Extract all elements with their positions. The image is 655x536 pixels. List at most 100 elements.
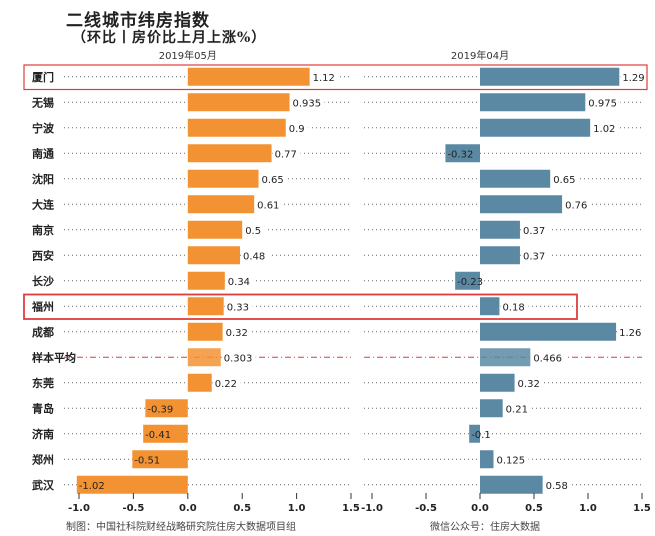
value-label-bg-1-16	[543, 477, 572, 491]
value-label-bg-1-9	[500, 299, 529, 313]
value-label-bg-0-8	[225, 273, 254, 287]
tick-label-0-4: 1.0	[288, 503, 306, 514]
category-label-11: 样本平均	[32, 350, 76, 364]
value-label-bg-0-5	[255, 197, 284, 211]
bar-1-8	[455, 271, 480, 290]
tick-label-1-4: 1.0	[579, 503, 597, 514]
category-label-0: 厦门	[32, 70, 54, 84]
bar-1-6	[480, 220, 520, 239]
category-label-8: 长沙	[32, 274, 54, 288]
bar-1-13	[480, 399, 503, 418]
value-label-1-2: 1.02	[593, 124, 615, 135]
category-label-4: 沈阳	[32, 172, 54, 186]
value-label-0-14: -0.41	[145, 430, 171, 441]
bar-1-1	[480, 93, 586, 112]
category-label-12: 东莞	[32, 376, 54, 390]
tick-label-1-2: 0.0	[471, 503, 489, 514]
value-label-1-1: 0.975	[588, 98, 617, 109]
value-label-0-16: -1.02	[79, 481, 105, 492]
category-label-5: 大连	[32, 197, 55, 211]
value-label-bg-1-10	[617, 324, 646, 338]
value-label-0-5: 0.61	[257, 200, 279, 211]
bar-0-16	[76, 475, 188, 494]
bar-0-3	[187, 144, 272, 163]
tick-label-1-0: -1.0	[361, 503, 383, 514]
value-label-0-7: 0.48	[243, 251, 265, 262]
category-label-13: 青岛	[32, 401, 54, 415]
value-label-bg-1-13	[503, 401, 532, 415]
tick-label-0-3: 0.5	[233, 503, 251, 514]
value-label-1-9: 0.18	[502, 302, 524, 313]
footer-wechat: 微信公众号：住房大数据	[430, 522, 540, 533]
value-label-bg-1-11	[531, 350, 566, 364]
value-label-bg-0-3	[272, 146, 301, 160]
bar-1-12	[480, 373, 515, 392]
value-label-bg-1-2	[591, 120, 620, 134]
value-label-bg-1-12	[515, 375, 544, 389]
value-label-0-15: -0.51	[134, 455, 160, 466]
highlight-box-0	[23, 64, 648, 91]
bar-1-11	[480, 348, 531, 367]
value-label-1-11: 0.466	[533, 353, 562, 364]
value-label-bg-1-0	[620, 69, 649, 83]
bar-0-10	[187, 322, 223, 341]
bar-1-7	[480, 246, 520, 265]
category-label-1: 无锡	[31, 95, 54, 109]
bar-1-14	[469, 424, 480, 443]
bar-0-1	[187, 93, 290, 112]
category-label-7: 西安	[32, 248, 54, 262]
value-label-1-7: 0.37	[523, 251, 545, 262]
value-label-1-13: 0.21	[506, 404, 528, 415]
tick-label-0-2: 0.0	[179, 503, 197, 514]
value-label-bg-0-10	[223, 324, 252, 338]
value-label-0-13: -0.39	[147, 404, 173, 415]
value-label-bg-0-6	[243, 222, 266, 236]
value-label-1-6: 0.37	[523, 226, 545, 237]
bar-0-9	[187, 297, 224, 316]
category-label-15: 郑州	[32, 452, 54, 466]
bar-0-14	[143, 424, 188, 443]
value-label-bg-1-1	[586, 95, 621, 109]
value-label-1-3: -0.32	[447, 149, 473, 160]
value-label-bg-0-4	[259, 171, 288, 185]
value-label-0-9: 0.33	[227, 302, 249, 313]
value-label-1-4: 0.65	[553, 175, 575, 186]
tick-label-0-5: 1.5	[342, 503, 360, 514]
value-label-0-6: 0.5	[245, 226, 261, 237]
bar-0-12	[187, 373, 212, 392]
value-label-bg-1-15	[494, 452, 529, 466]
highlight-box-1	[23, 293, 578, 320]
bar-1-5	[480, 195, 563, 214]
value-label-1-14: -0.1	[471, 430, 491, 441]
value-label-1-10: 1.26	[619, 328, 641, 339]
value-label-bg-0-11	[221, 350, 256, 364]
bar-1-16	[480, 475, 543, 494]
value-label-1-12: 0.32	[518, 379, 540, 390]
bar-0-8	[187, 271, 225, 290]
chart-subtitle: （环比丨房价比上月上涨%）	[72, 30, 267, 46]
footer-source: 制图：中国社科院财经战略研究院住房大数据项目组	[66, 522, 296, 533]
tick-label-0-0: -1.0	[68, 503, 90, 514]
bar-0-2	[187, 118, 286, 137]
tick-label-1-5: 1.5	[633, 503, 651, 514]
bar-1-4	[480, 169, 551, 188]
bar-0-15	[132, 450, 188, 469]
value-label-bg-0-2	[286, 120, 309, 134]
bar-1-10	[480, 322, 617, 341]
value-label-bg-0-7	[241, 248, 270, 262]
bar-0-5	[187, 195, 255, 214]
bar-0-7	[187, 246, 241, 265]
panel-title-0: 2019年05月	[159, 49, 217, 62]
category-label-10: 成都	[32, 325, 54, 339]
value-label-0-11: 0.303	[224, 353, 253, 364]
tick-label-1-3: 0.5	[525, 503, 543, 514]
value-label-1-5: 0.76	[565, 200, 587, 211]
value-label-bg-1-7	[520, 248, 549, 262]
tick-label-1-1: -0.5	[415, 503, 437, 514]
value-label-1-16: 0.58	[546, 481, 568, 492]
value-label-bg-1-5	[563, 197, 592, 211]
panel-title-1: 2019年04月	[451, 49, 509, 62]
value-label-1-15: 0.125	[497, 455, 526, 466]
value-label-0-4: 0.65	[262, 175, 284, 186]
